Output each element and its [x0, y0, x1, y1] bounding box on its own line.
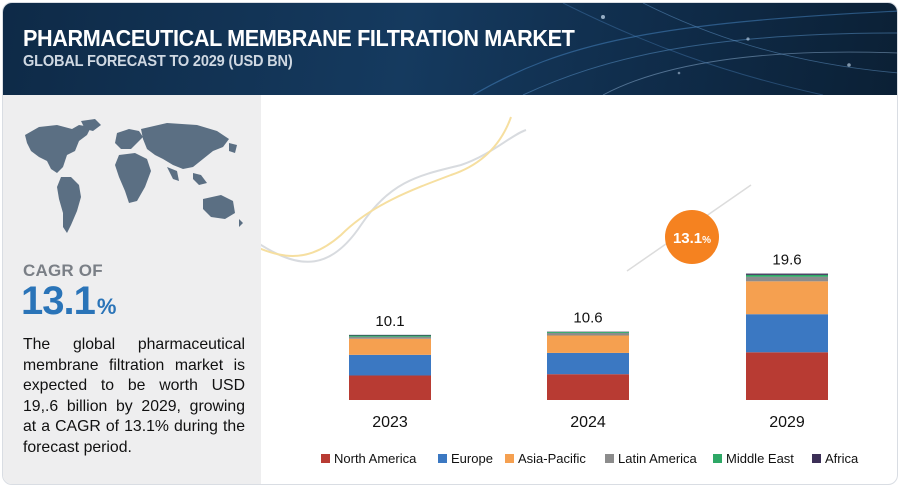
- legend-label-africa: Africa: [825, 451, 859, 466]
- world-map-icon: [25, 119, 243, 233]
- bar-segment-2024-latin-america: [547, 332, 629, 336]
- bar-total-label: 10.1: [375, 313, 404, 330]
- bar-segment-2023-middle-east: [349, 335, 431, 337]
- legend-label-middle-east: Middle East: [726, 451, 794, 466]
- legend-swatch-latin-america: [605, 454, 614, 463]
- cagr-bubble-unit: %: [702, 235, 711, 246]
- legend-swatch-europe: [438, 454, 447, 463]
- page-subtitle: GLOBAL FORECAST TO 2029 (USD BN): [23, 53, 293, 70]
- cagr-label: CAGR OF: [23, 261, 103, 280]
- bar-segment-2029-europe: [746, 314, 828, 353]
- bar-segment-2023-latin-america: [349, 336, 431, 339]
- legend-label-europe: Europe: [451, 451, 493, 466]
- bar-segment-2029-asia-pacific: [746, 281, 828, 315]
- cagr-number: 13.1: [21, 279, 96, 323]
- bar-segment-2029-middle-east: [746, 274, 828, 277]
- legend-label-latin-america: Latin America: [618, 451, 698, 466]
- legend-swatch-africa: [812, 454, 821, 463]
- cagr-unit: %: [96, 294, 117, 319]
- cagr-bubble: [665, 210, 719, 264]
- legend-label-north-america: North America: [334, 451, 417, 466]
- legend-swatch-middle-east: [713, 454, 722, 463]
- bar-segment-2023-asia-pacific: [349, 338, 431, 355]
- legend-swatch-north-america: [321, 454, 330, 463]
- left-panel: CAGR OF 13.1% The global pharmaceutical …: [3, 95, 261, 484]
- chart-area: 10.1 2023 10.6 2024 19.6 2029 13.1% North Amer…: [261, 95, 897, 484]
- cagr-value: 13.1%: [21, 279, 117, 324]
- bar-segment-2024-europe: [547, 352, 629, 375]
- bar-total-label: 19.6: [772, 252, 801, 269]
- bar-segment-2023-africa: [349, 334, 431, 336]
- bar-segment-2024-middle-east: [547, 331, 629, 333]
- bar-segment-2024-asia-pacific: [547, 335, 629, 353]
- legend-label-asia-pacific: Asia-Pacific: [518, 451, 586, 466]
- decorative-curves-icon: [261, 116, 527, 263]
- market-summary-text: The global pharmaceutical membrane filtr…: [23, 336, 245, 456]
- stacked-bar-chart: 10.1 2023 10.6 2024 19.6 2029 13.1% North Amer…: [261, 116, 859, 466]
- header-banner: PHARMACEUTICAL MEMBRANE FILTRATION MARKE…: [3, 3, 897, 95]
- header-light-streaks-icon: [472, 3, 897, 95]
- bar-segment-2023-north-america: [349, 375, 431, 400]
- bar-segment-2029-north-america: [746, 352, 828, 400]
- cagr-bubble-label: 13.1%: [673, 230, 711, 247]
- cagr-bubble-number: 13.1: [673, 230, 702, 247]
- x-tick-label: 2024: [570, 414, 606, 431]
- bar-total-label: 10.6: [573, 310, 602, 327]
- bar-segment-2024-north-america: [547, 374, 629, 400]
- x-tick-label: 2029: [769, 414, 805, 431]
- bar-segment-2029-latin-america: [746, 276, 828, 282]
- bar-segment-2023-europe: [349, 354, 431, 376]
- legend-swatch-asia-pacific: [505, 454, 514, 463]
- x-tick-label: 2023: [372, 414, 408, 431]
- page-title: PHARMACEUTICAL MEMBRANE FILTRATION MARKE…: [23, 25, 575, 51]
- bar-segment-2029-africa: [746, 273, 828, 275]
